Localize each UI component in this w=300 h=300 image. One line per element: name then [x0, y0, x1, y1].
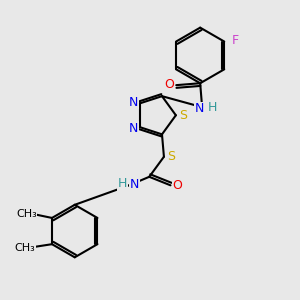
Text: F: F: [232, 34, 238, 47]
Text: O: O: [164, 78, 174, 91]
Text: N: N: [130, 178, 139, 191]
Text: S: S: [179, 109, 187, 122]
Text: S: S: [167, 150, 175, 163]
Text: N: N: [129, 96, 138, 109]
Text: O: O: [172, 179, 182, 192]
Text: N: N: [129, 122, 138, 135]
Text: H: H: [208, 101, 218, 114]
Text: CH₃: CH₃: [16, 209, 37, 219]
Text: CH₃: CH₃: [15, 243, 35, 253]
Text: N: N: [195, 102, 205, 115]
Text: H: H: [118, 177, 127, 190]
